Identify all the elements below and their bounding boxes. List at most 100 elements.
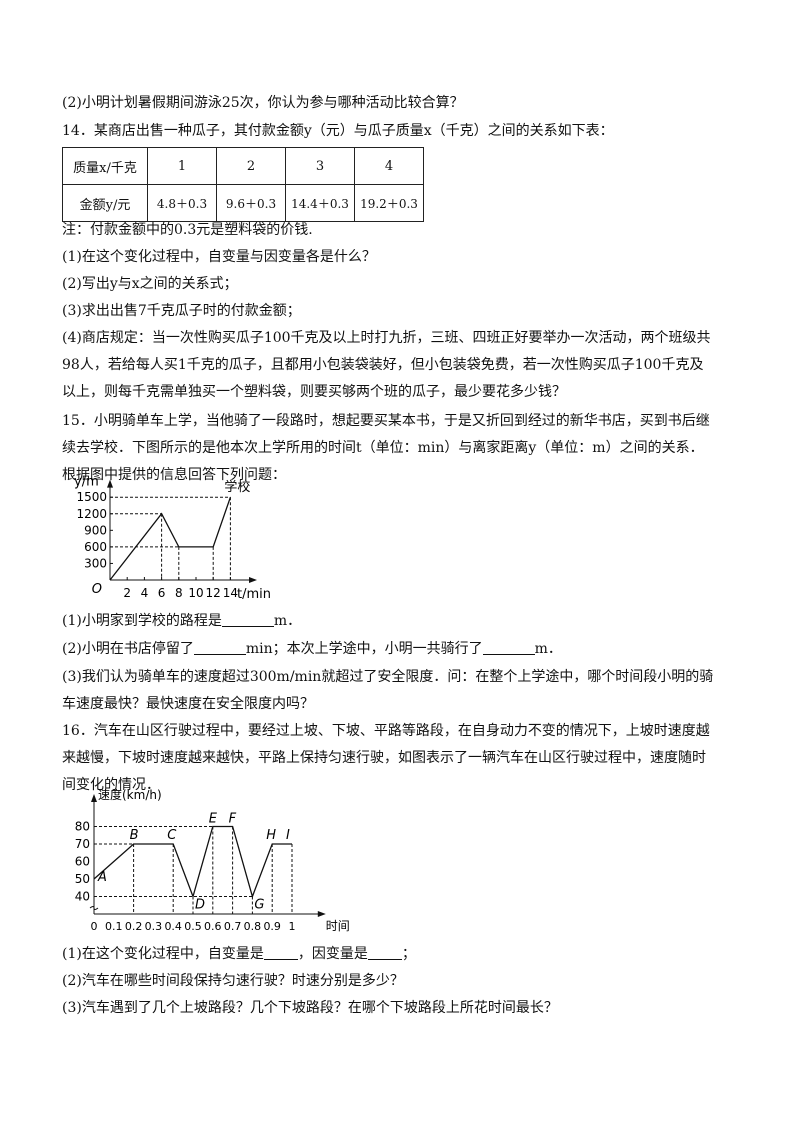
y-tick-label: 50 bbox=[75, 872, 90, 886]
q15-line1: 15．小明骑单车上学，当他骑了一段路时，想起要买某本书，于是又折回到经过的新华书… bbox=[62, 413, 710, 429]
q16-part3: (3)汽车遇到了几个上坡路段？几个下坡路段？在哪个下坡路段上所花时间最长？ bbox=[62, 1000, 558, 1016]
q16-part1-text: (1)在这个变化过程中，自变量是 bbox=[62, 946, 264, 962]
y-axis-arrow-icon bbox=[91, 794, 97, 802]
x-tick-label: 0.9 bbox=[263, 920, 281, 933]
x-tick-label: 0.7 bbox=[224, 920, 242, 933]
q15-line2: 续去学校．下图所示的是他本次上学所用的时间t（单位：min）与离家距离y（单位：… bbox=[62, 440, 704, 456]
table-cell: 1 bbox=[147, 147, 217, 185]
q16-line1: 16．汽车在山区行驶过程中，要经过上坡、下坡、平路等路段，在自身动力不变的情况下… bbox=[62, 723, 710, 739]
table-cell: 3 bbox=[285, 147, 355, 185]
x-tick-label: 0.4 bbox=[164, 920, 182, 933]
table-cell: 19.2＋0.3 bbox=[354, 184, 424, 222]
q15-part2-mid: min；本次上学途中，小明一共骑行了 bbox=[245, 641, 483, 657]
q16-part1: (1)在这个变化过程中，自变量是 ，因变量是 ； bbox=[62, 944, 416, 964]
x-tick-label: 8 bbox=[175, 586, 183, 600]
q15-part1: (1)小明家到学校的路程是 m． bbox=[62, 611, 301, 631]
distance-series-line bbox=[109, 496, 232, 581]
table-cell: 4.8＋0.3 bbox=[147, 184, 217, 222]
y-tick-label: 600 bbox=[84, 540, 107, 554]
y-tick-label: 40 bbox=[75, 890, 90, 904]
x-tick-label: 0.3 bbox=[145, 920, 163, 933]
answer-blank[interactable] bbox=[193, 640, 246, 655]
x-tick-label: 12 bbox=[206, 586, 221, 600]
table-cell: 9.6＋0.3 bbox=[216, 184, 286, 222]
speed-series-line bbox=[93, 825, 292, 899]
y-axis-label: 速度(km/h) bbox=[98, 787, 162, 802]
x-tick-label: 0.5 bbox=[184, 920, 202, 933]
point-label: D bbox=[195, 898, 205, 913]
x-tick-label: 2 bbox=[123, 586, 131, 600]
speed-time-chart: 40 50 60 70 80 0 0.1 0.2 0.3 0.4 0.5 0.6 0.7 0.8 0.9 1 时… bbox=[75, 787, 350, 933]
point-label: H bbox=[266, 828, 276, 843]
q14-intro: 14．某商店出售一种瓜子，其付款金额y（元）与瓜子质量x（千克）之间的关系如下表… bbox=[62, 123, 614, 139]
axis-break-icon bbox=[89, 906, 99, 910]
y-tick-label: 80 bbox=[75, 820, 90, 834]
table-row: 质量x/千克 1 2 3 4 bbox=[62, 147, 424, 185]
y-tick-label: 60 bbox=[75, 855, 90, 869]
point-label: I bbox=[286, 828, 290, 843]
y-axis-label: y/m bbox=[74, 476, 99, 490]
distance-time-chart: 300 600 900 1200 1500 2 4 6 8 10 12 14 O t/min y/m 学校 bbox=[74, 476, 271, 602]
x-tick-label: 0.6 bbox=[204, 920, 222, 933]
point-label: E bbox=[209, 812, 218, 827]
x-tick-label: 6 bbox=[158, 586, 166, 600]
point-label: F bbox=[229, 812, 237, 827]
x-tick-label: 10 bbox=[188, 586, 203, 600]
q15-part1-text: (1)小明家到学校的路程是 bbox=[62, 613, 222, 629]
price-table: 质量x/千克 1 2 3 4 金额y/元 4.8＋0.3 9.6＋0.3 14.… bbox=[62, 147, 424, 222]
y-tick-label: 1200 bbox=[76, 507, 107, 521]
table-cell: 2 bbox=[216, 147, 286, 185]
x-tick-label: 1 bbox=[289, 920, 296, 933]
point-label: B bbox=[130, 828, 139, 843]
q14-part4-line1: (4)商店规定：当一次性购买瓜子100千克及以上时打九折，三班、四班正好要举办一… bbox=[62, 330, 711, 346]
q14-part1: (1)在这个变化过程中，自变量与因变量各是什么？ bbox=[62, 249, 376, 265]
x-tick-label: 0.8 bbox=[244, 920, 262, 933]
origin-label: O bbox=[92, 582, 102, 597]
q15-line3: 根据图中提供的信息回答下列问题： bbox=[62, 467, 286, 483]
q16-part1-end: ； bbox=[401, 946, 416, 962]
x-axis-arrow-icon bbox=[249, 577, 257, 583]
answer-blank[interactable] bbox=[367, 945, 402, 960]
table-cell: 4 bbox=[354, 147, 424, 185]
y-tick-label: 1500 bbox=[76, 490, 107, 504]
point-label: A bbox=[97, 870, 107, 885]
x-tick-label: 0.1 bbox=[105, 920, 123, 933]
q16-part1-mid: ，因变量是 bbox=[297, 946, 368, 962]
x-tick-label: 0.2 bbox=[125, 920, 143, 933]
y-tick-label: 70 bbox=[75, 837, 90, 851]
q15-part2-unit: m． bbox=[534, 641, 562, 657]
q14-part4-line3: 以上，则每千克需单独买一个塑料袋，则要买够两个班的瓜子，最少要花多少钱？ bbox=[62, 384, 566, 400]
table-header-cell: 金额y/元 bbox=[62, 184, 148, 222]
q14-part3: (3)求出出售7千克瓜子时的付款金额； bbox=[62, 303, 301, 319]
q16-line2: 来越慢，下坡时速度越来越快，平路上保持匀速行驶，如图表示了一辆汽车在山区行驶过程… bbox=[62, 750, 706, 766]
q15-part3-line2: 车速度最快？最快速度在安全限度内吗？ bbox=[62, 696, 314, 712]
point-label: C bbox=[167, 828, 177, 843]
q14-note: 注：付款金额中的0.3元是塑料袋的价钱. bbox=[62, 222, 313, 238]
q15-part3-line1: (3)我们认为骑单车的速度超过300m/min就超过了安全限度．问：在整个上学途… bbox=[62, 669, 714, 685]
q16-line3: 间变化的情况． bbox=[62, 777, 160, 793]
x-axis-arrow-icon bbox=[317, 911, 326, 917]
answer-blank[interactable] bbox=[482, 640, 535, 655]
x-tick-label: 0 bbox=[91, 920, 98, 933]
x-tick-label: 4 bbox=[141, 586, 149, 600]
answer-blank[interactable] bbox=[263, 945, 298, 960]
table-header-cell: 质量x/千克 bbox=[62, 147, 148, 185]
q15-part2: (2)小明在书店停留了 min；本次上学途中，小明一共骑行了 m． bbox=[62, 639, 562, 659]
q16-part2: (2)汽车在哪些时间段保持匀速行驶？时速分别是多少？ bbox=[62, 973, 404, 989]
q15-part2-text: (2)小明在书店停留了 bbox=[62, 641, 194, 657]
q13-part2: (2)小明计划暑假期间游泳25次，你认为参与哪种活动比较合算？ bbox=[62, 95, 464, 111]
q14-part4-line2: 98人，若给每人买1千克的瓜子，且都用小包装袋装好，但小包装袋免费，若一次性购买… bbox=[62, 357, 704, 373]
table-row: 金额y/元 4.8＋0.3 9.6＋0.3 14.4＋0.3 19.2＋0.3 bbox=[62, 184, 424, 222]
y-tick-label: 900 bbox=[84, 523, 107, 537]
school-annotation: 学校 bbox=[224, 479, 250, 495]
q15-part1-unit: m． bbox=[273, 613, 302, 629]
q14-part2: (2)写出y与x之间的关系式； bbox=[62, 276, 238, 292]
x-axis-label: 时间 bbox=[326, 919, 350, 933]
y-axis-arrow-icon bbox=[107, 479, 113, 488]
x-tick-label: 14 bbox=[223, 586, 238, 600]
table-cell: 14.4＋0.3 bbox=[285, 184, 355, 222]
answer-blank[interactable] bbox=[221, 612, 274, 627]
y-tick-label: 300 bbox=[84, 556, 107, 570]
point-label: G bbox=[254, 898, 264, 913]
x-axis-label: t/min bbox=[237, 587, 271, 602]
